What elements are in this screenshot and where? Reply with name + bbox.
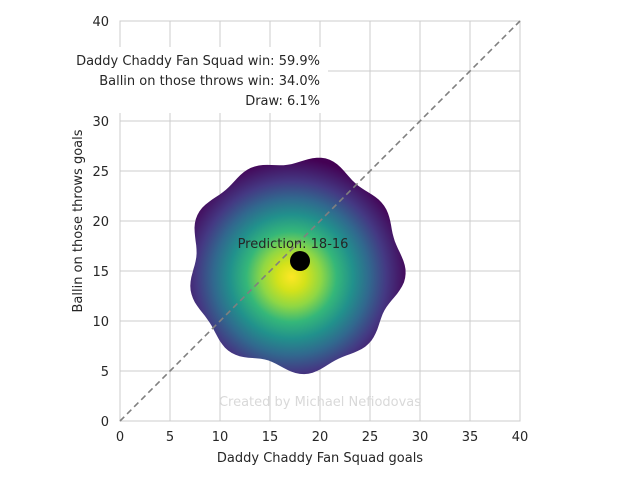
legend-draw: Draw: 6.1% — [245, 94, 320, 109]
x-tick-label: 15 — [262, 430, 279, 445]
x-tick-label: 5 — [166, 430, 174, 445]
y-tick-label: 40 — [92, 15, 109, 30]
y-tick-label: 10 — [92, 315, 109, 330]
prediction-point — [290, 251, 310, 271]
legend-away-win: Ballin on those throws win: 34.0% — [99, 74, 320, 89]
legend-home-win: Daddy Chaddy Fan Squad win: 59.9% — [76, 54, 320, 69]
y-axis-label: Ballin on those throws goals — [71, 129, 86, 312]
probability-legend: Daddy Chaddy Fan Squad win: 59.9% Ballin… — [52, 47, 328, 113]
x-tick-label: 35 — [462, 430, 479, 445]
diagonal-reference-line — [119, 20, 521, 422]
x-axis-label: Daddy Chaddy Fan Squad goals — [217, 451, 423, 466]
y-tick-label: 0 — [101, 415, 109, 430]
x-tick-label: 10 — [212, 430, 229, 445]
prediction-label: Prediction: 18-16 — [238, 237, 349, 252]
x-tick-labels: 0 5 10 15 20 25 30 35 40 — [116, 430, 528, 445]
y-tick-label: 30 — [92, 115, 109, 130]
x-tick-label: 25 — [362, 430, 379, 445]
plot-frame — [119, 20, 521, 422]
y-tick-label: 25 — [92, 165, 109, 180]
axis-frame — [119, 20, 521, 422]
x-tick-label: 40 — [512, 430, 529, 445]
y-tick-label: 5 — [101, 365, 109, 380]
x-tick-label: 30 — [412, 430, 429, 445]
y-tick-label: 20 — [92, 215, 109, 230]
x-tick-label: 20 — [312, 430, 329, 445]
y-tick-label: 15 — [92, 265, 109, 280]
legend-background — [52, 47, 328, 113]
credit-watermark: Created by Michael Nefiodovas — [219, 395, 421, 410]
x-tick-label: 0 — [116, 430, 124, 445]
